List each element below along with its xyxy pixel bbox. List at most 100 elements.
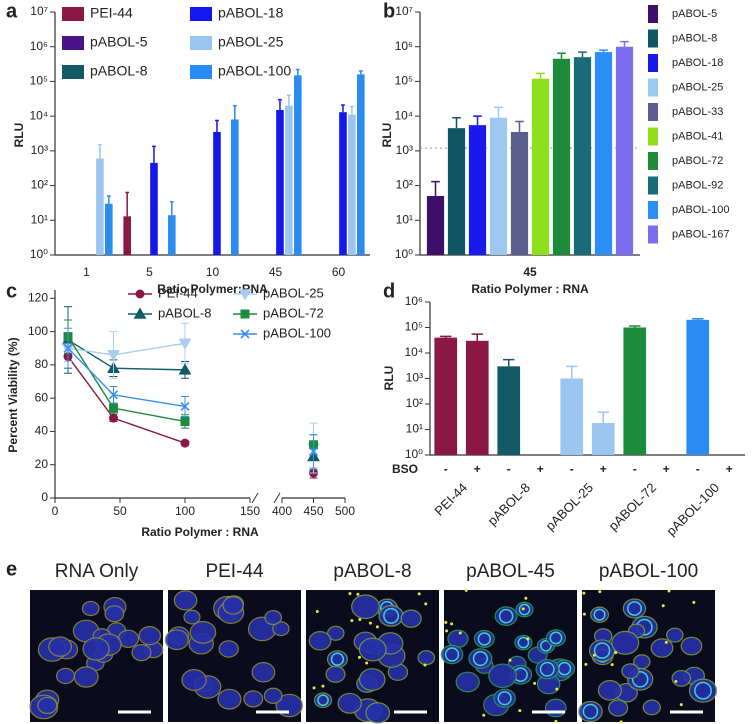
legend-marker [240,309,250,319]
error-bar [452,116,461,129]
legend-label: pABOL-100 [263,325,331,340]
error-bar [473,115,482,126]
nucleus [549,631,563,645]
bar [573,57,592,256]
marker [180,416,190,426]
error-bar [566,365,578,379]
particle [356,592,360,596]
cell [189,620,217,644]
y-tick-label: 10⁷ [30,4,48,18]
particle [526,637,530,641]
bar [105,203,113,255]
cell [608,699,629,717]
cell [243,690,264,708]
legend-label: pABOL-25 [263,285,324,300]
image-title: pABOL-8 [333,561,411,582]
cell [417,650,436,666]
nucleus [330,652,345,666]
cell [597,680,622,701]
nucleus [517,636,530,649]
cell [138,626,161,646]
error-bar [440,335,452,338]
error-bar [349,105,354,115]
legend-marker [240,329,250,339]
legend-swatch [648,176,658,195]
legend-swatch [62,7,84,21]
error-bar [431,180,440,197]
x-tick-label: pABOL-25 [543,480,597,534]
error-bar [494,106,503,118]
bso-label: - [444,462,448,476]
y-tick-label: 60 [35,390,49,404]
particle [592,653,596,657]
x-tick-label: 50 [113,504,127,518]
x-tick-label: 45 [523,265,537,279]
bar [447,128,466,255]
particle [533,681,537,685]
particle [424,602,428,606]
panel-label: c [6,280,17,302]
cell [82,637,110,661]
y-tick-label: 10² [31,178,48,192]
particle [679,703,683,707]
cell [358,668,386,691]
legend-swatch [648,54,658,72]
legend-label: pABOL-25 [218,34,284,50]
cell [365,702,391,724]
bar [339,112,347,255]
cell [337,692,362,714]
y-tick-label: 10¹ [406,422,423,436]
y-tick-label: 80 [35,357,49,371]
bso-label: + [537,462,544,476]
cell [183,609,201,625]
legend-label: pABOL-18 [672,57,723,69]
marker [108,390,119,400]
cell [621,663,640,679]
y-tick-label: 10² [396,178,413,192]
nucleus [593,642,611,659]
cell [73,666,99,688]
legend-label: pABOL-8 [90,63,148,79]
legend-label: pABOL-25 [672,81,723,93]
x-tick-label: 1 [83,265,90,279]
particle [614,651,618,655]
cell [455,671,480,693]
bar [686,319,710,455]
legend-label: pABOL-33 [672,106,723,118]
cell [263,687,283,704]
legend-label: pABOL-100 [672,204,729,216]
bar [510,131,529,255]
error-bar [515,120,524,132]
panel-label: e [6,558,17,580]
cell [308,631,332,651]
panel-label: b [383,0,395,22]
cell [325,665,346,683]
particle [667,589,671,593]
y-tick-label: 10⁶ [405,294,423,308]
panel-label: d [383,280,395,302]
bso-label: - [570,462,574,476]
x-axis-label: Ratio Polymer : RNA [141,525,259,539]
legend-swatch [648,5,658,23]
nucleus [694,681,712,700]
x-tick-label: 400 [272,504,292,518]
bar [434,337,458,455]
error-bar [620,40,629,47]
marker [63,343,73,353]
particle [450,622,454,626]
bar [213,131,221,255]
particle [582,591,586,595]
error-bar [97,143,102,159]
particle [482,713,486,717]
error-bar [692,318,704,320]
legend-label: pABOL-18 [218,5,284,21]
x-axis-label: Ratio Polymer:RNA [157,282,268,296]
cell [48,636,73,657]
cell [642,699,661,716]
cell [55,667,76,685]
bar [285,105,293,256]
particle [664,640,668,644]
row-label: BSO [392,462,418,476]
x-tick-label: 0 [52,504,59,518]
